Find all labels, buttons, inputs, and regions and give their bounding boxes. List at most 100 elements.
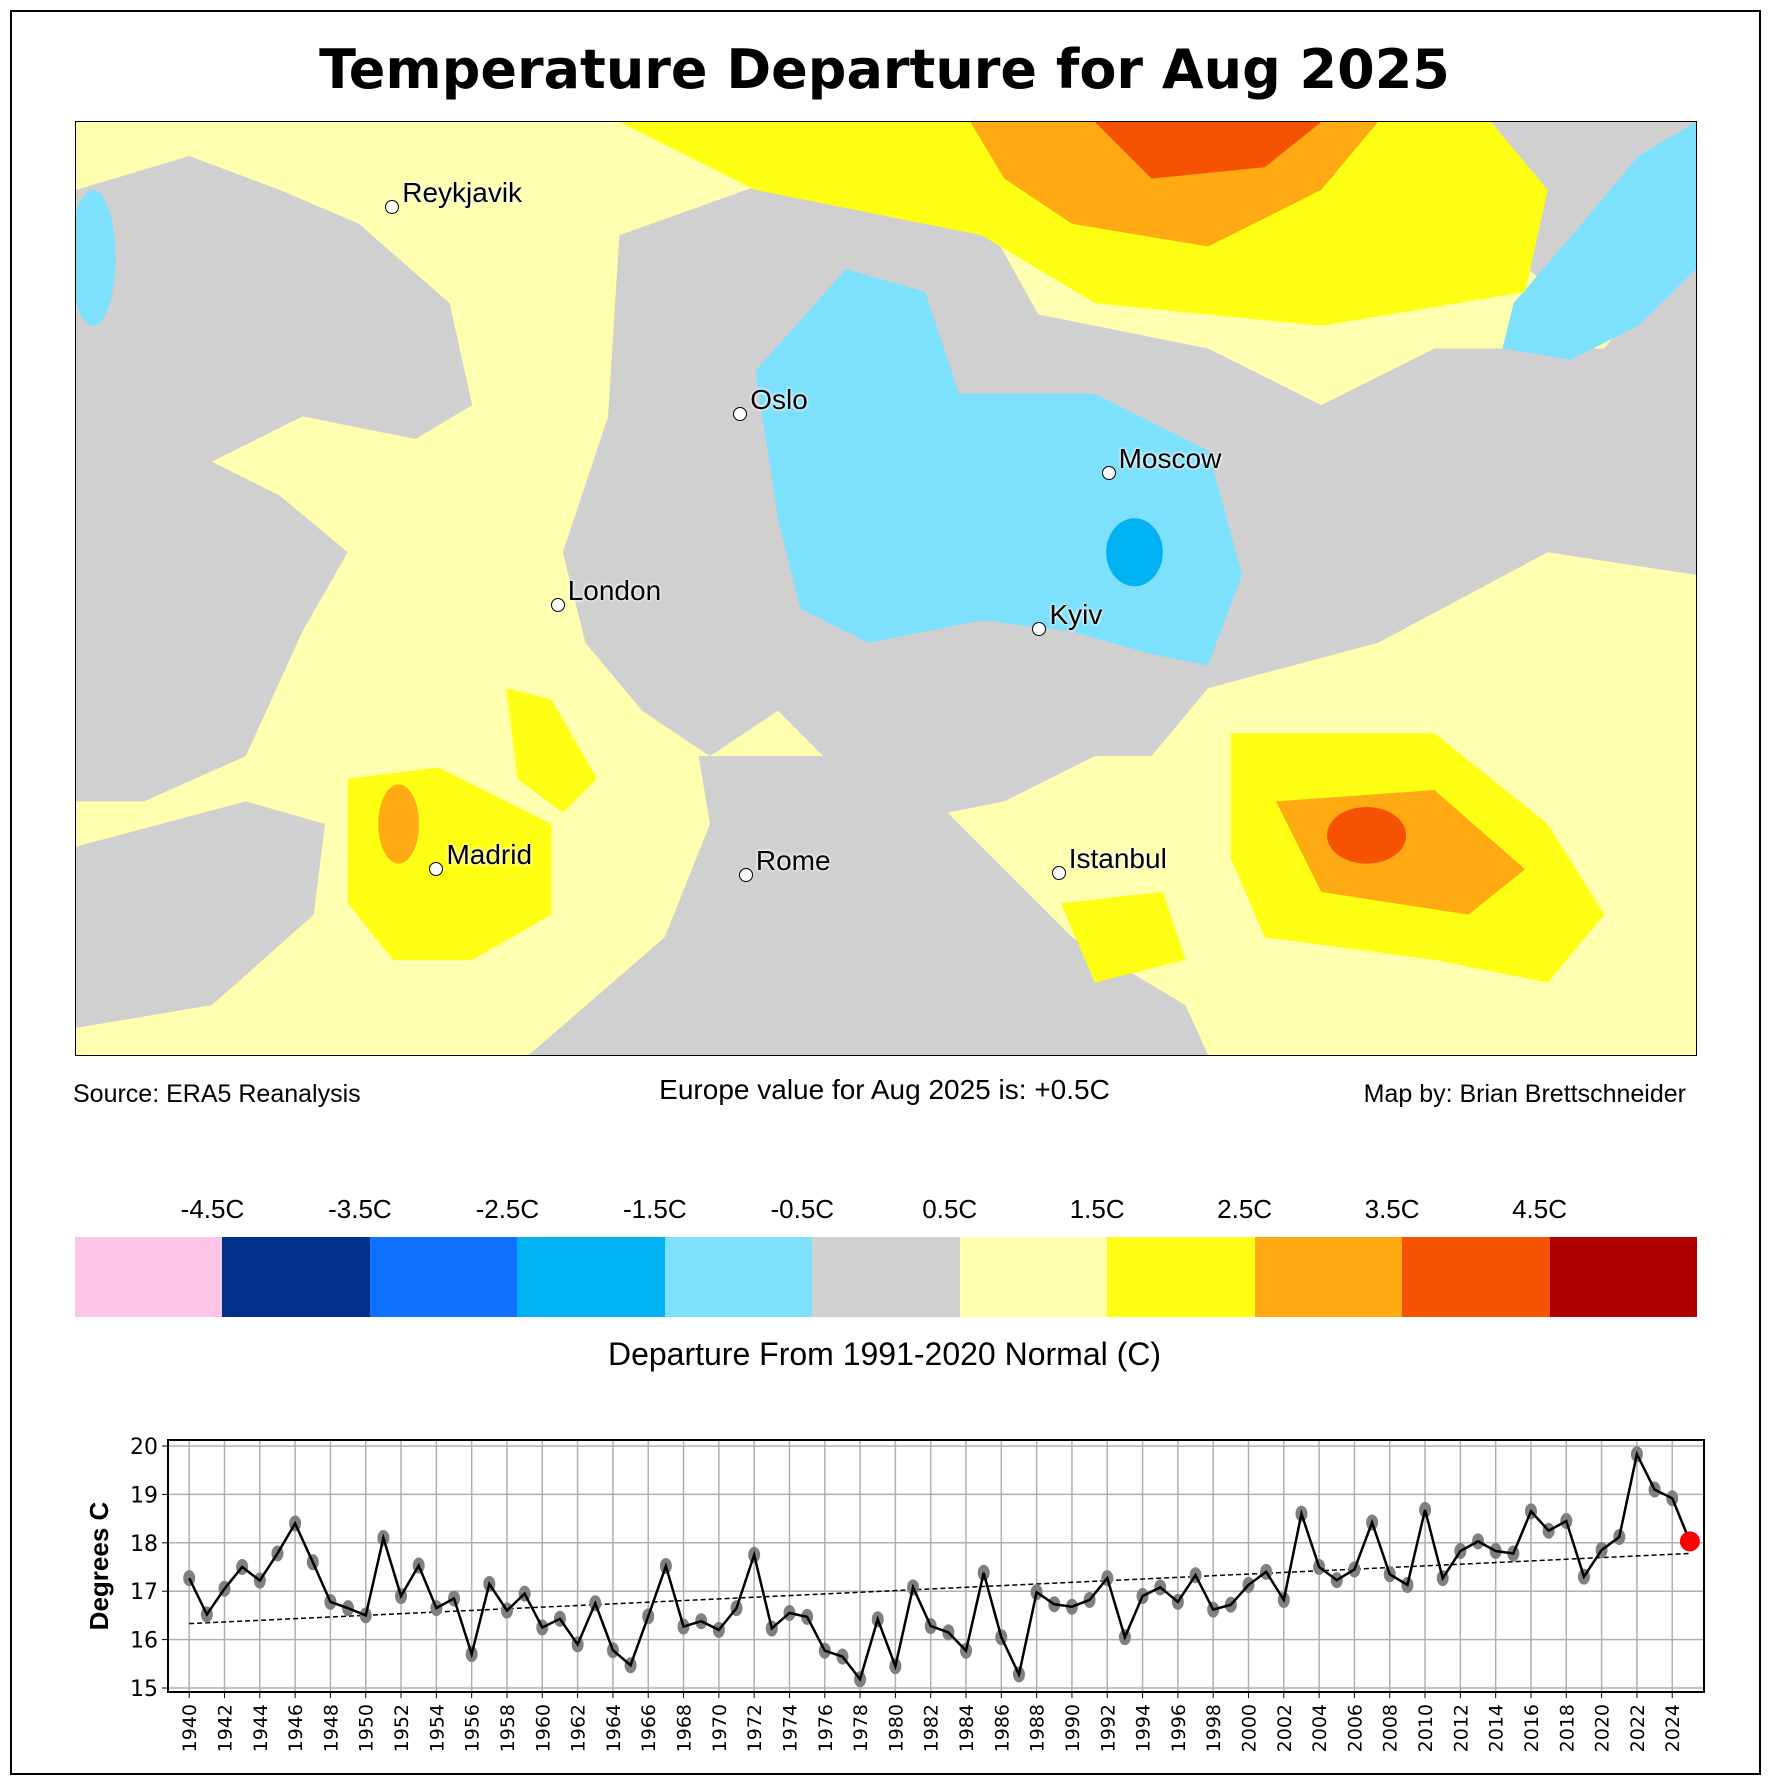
city-label: Reykjavik: [402, 177, 523, 209]
city-marker-kyiv: [1032, 622, 1047, 637]
y-tick-label: 18: [130, 1532, 158, 1557]
timeseries-chart: 15 16 17 18 19 20 1940 1942 1944 1946 1948 1950 1952…: [84, 1435, 1705, 1752]
colorbar-swatch: [1402, 1237, 1550, 1317]
x-tick-label: 1954: [426, 1704, 448, 1752]
colorbar-title: Departure From 1991-2020 Normal (C): [607, 1336, 1162, 1372]
colorbar-tick-label: 3.5C: [1364, 1194, 1420, 1224]
x-tick-label: 1988: [1027, 1704, 1049, 1752]
colorbar-swatch: [664, 1237, 813, 1317]
x-tick-label: 2020: [1592, 1704, 1614, 1752]
europe-map: Reykjavik Oslo Moscow London Kyiv Madrid Rome I…: [75, 121, 1697, 1056]
city-label: Oslo: [750, 383, 808, 415]
x-tick-label: 1990: [1062, 1704, 1084, 1752]
x-tick-label: 2000: [1238, 1704, 1260, 1752]
colorbar-tick-label: 2.5C: [1217, 1194, 1273, 1224]
x-tick-label: 1982: [921, 1704, 943, 1752]
x-tick-label: 1948: [320, 1704, 342, 1752]
x-tick-label: 1976: [815, 1704, 837, 1752]
city-marker-istanbul: [1051, 866, 1066, 881]
x-tick-label: 2008: [1380, 1704, 1402, 1752]
city-label: Istanbul: [1068, 843, 1167, 875]
x-tick-label: 1946: [285, 1704, 307, 1752]
source-label: Source: ERA5 Reanalysis: [73, 1080, 361, 1108]
x-tick-label: 1956: [462, 1704, 484, 1752]
x-tick-label: 1970: [709, 1704, 731, 1752]
colorbar-tick-label: 0.5C: [922, 1194, 978, 1224]
colorbar-swatch: [517, 1237, 665, 1317]
map-credit: Map by: Brian Brettschneider: [1363, 1080, 1686, 1108]
x-tick-label: 1950: [356, 1704, 378, 1752]
colorbar-swatch: [222, 1237, 370, 1317]
x-tick-label: 2022: [1627, 1704, 1649, 1752]
city-label: Moscow: [1118, 442, 1222, 474]
colorbar-swatch: [369, 1237, 518, 1317]
x-tick-label: 2002: [1274, 1704, 1296, 1752]
map-canvas: [76, 122, 1696, 1055]
x-tick-label: 2016: [1521, 1704, 1543, 1752]
zone-atlantic-south-gray: [76, 801, 326, 1028]
colorbar-swatch: [1254, 1237, 1403, 1317]
zone-russia-darker-blue: [1106, 518, 1163, 587]
x-tick-label: 2004: [1309, 1704, 1331, 1752]
city-label: Kyiv: [1049, 599, 1103, 631]
y-tick-label: 16: [130, 1629, 158, 1654]
colorbar-tick-label: -2.5C: [475, 1194, 540, 1224]
x-tick-label: 1940: [179, 1704, 201, 1752]
y-tick-label: 20: [130, 1435, 158, 1460]
data-point: [183, 1570, 196, 1587]
city-label: London: [567, 575, 662, 607]
x-tick-label: 2010: [1415, 1704, 1437, 1752]
x-tick-label: 1966: [638, 1704, 660, 1752]
x-tick-label: 1998: [1203, 1704, 1225, 1752]
colorbar-tick-label: 4.5C: [1512, 1194, 1567, 1224]
y-tick-label: 17: [130, 1580, 158, 1605]
x-tick-label: 1980: [885, 1704, 907, 1752]
x-tick-label: 2012: [1450, 1704, 1472, 1752]
x-tick-label: 1984: [956, 1704, 978, 1752]
colorbar-swatch: [812, 1237, 960, 1317]
x-tick-label: 1944: [250, 1704, 272, 1752]
x-tick-label: 1992: [1097, 1704, 1119, 1752]
x-tick-label: 1994: [1133, 1704, 1155, 1752]
zone-north-red: [1094, 122, 1322, 179]
x-tick-label: 1964: [603, 1704, 625, 1752]
colorbar-swatch: [75, 1237, 223, 1317]
city-label: Madrid: [446, 838, 533, 870]
city-marker-reykjavik: [385, 200, 400, 215]
x-tick-label: 2006: [1344, 1704, 1366, 1752]
city-marker-london: [550, 598, 565, 613]
y-tick-label: 15: [130, 1677, 158, 1702]
city-marker-moscow: [1101, 465, 1116, 480]
colorbar-swatch: [1549, 1237, 1697, 1317]
x-tick-label: 1968: [674, 1704, 696, 1752]
x-tick-label: 2018: [1556, 1704, 1578, 1752]
y-axis-label: Degrees C: [84, 1501, 114, 1630]
x-tick-label: 1974: [779, 1704, 801, 1752]
x-tick-label: 1962: [568, 1704, 590, 1752]
zone-atlantic-gray: [76, 155, 473, 802]
x-tick-label: 1960: [532, 1704, 554, 1752]
x-tick-label: 1952: [391, 1704, 413, 1752]
x-tick-label: 2024: [1662, 1704, 1684, 1752]
colorbar-tick-label: -3.5C: [328, 1194, 392, 1224]
plot-frame: [167, 1439, 1705, 1693]
zone-turkey-red: [1326, 807, 1407, 864]
x-tick-label: 1978: [850, 1704, 872, 1752]
zone-spain-orange: [378, 784, 420, 864]
city-marker-rome: [738, 868, 753, 883]
europe-summary: Europe value for Aug 2025 is: +0.5C: [659, 1074, 1110, 1105]
city-label: Rome: [755, 845, 831, 877]
zone-atlantic-blue: [76, 189, 116, 326]
y-tick-label: 19: [130, 1483, 158, 1508]
colorbar-tick-label: -4.5C: [180, 1194, 245, 1224]
city-marker-oslo: [733, 406, 748, 421]
zone-anatolia-yellow: [1060, 891, 1186, 983]
colorbar-swatch: [1107, 1237, 1255, 1317]
figure-border: [10, 10, 1761, 1775]
colorbar-swatch: [959, 1237, 1108, 1317]
x-tick-label: 1942: [214, 1704, 236, 1752]
x-tick-label: 1996: [1168, 1704, 1190, 1752]
colorbar-tick-label: 1.5C: [1069, 1194, 1125, 1224]
city-marker-madrid: [429, 861, 444, 876]
